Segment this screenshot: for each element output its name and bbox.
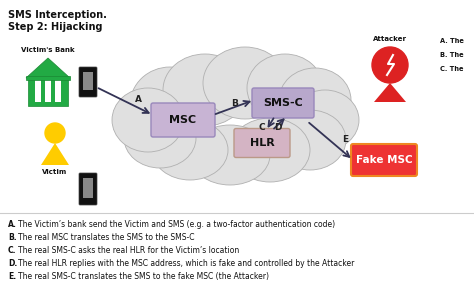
Ellipse shape: [124, 108, 196, 168]
Bar: [83, 178, 93, 198]
Text: C. The: C. The: [440, 66, 464, 72]
Ellipse shape: [230, 118, 310, 182]
Bar: [83, 72, 93, 90]
FancyBboxPatch shape: [252, 88, 314, 118]
Circle shape: [45, 123, 65, 143]
Text: B. The: B. The: [440, 52, 464, 58]
Ellipse shape: [247, 54, 323, 122]
Text: Fake MSC: Fake MSC: [356, 155, 412, 165]
Text: Step 2: Hijacking: Step 2: Hijacking: [8, 22, 102, 32]
Ellipse shape: [163, 54, 247, 126]
Ellipse shape: [190, 125, 270, 185]
Bar: [55, 80, 61, 102]
Text: The real HLR replies with the MSC address, which is fake and controlled by the A: The real HLR replies with the MSC addres…: [18, 259, 355, 268]
Text: The real SMS-C asks the real HLR for the Victim’s location: The real SMS-C asks the real HLR for the…: [18, 246, 239, 255]
Text: A.: A.: [8, 220, 17, 229]
Text: The real SMS-C translates the SMS to the fake MSC (the Attacker): The real SMS-C translates the SMS to the…: [18, 272, 269, 281]
Ellipse shape: [279, 68, 351, 132]
Text: MSC: MSC: [169, 115, 197, 125]
Text: D.: D.: [8, 259, 17, 268]
Text: B.: B.: [8, 233, 17, 242]
Text: SMS-C: SMS-C: [263, 98, 303, 108]
Ellipse shape: [291, 90, 359, 150]
Text: E.: E.: [8, 272, 16, 281]
Text: SMS Interception.: SMS Interception.: [8, 10, 107, 20]
Text: C: C: [259, 122, 265, 132]
FancyBboxPatch shape: [234, 128, 290, 158]
Text: Victim's Bank: Victim's Bank: [21, 47, 75, 53]
Bar: [35, 80, 41, 102]
Bar: [26, 76, 70, 80]
Polygon shape: [374, 83, 406, 102]
Bar: [45, 80, 51, 102]
Ellipse shape: [112, 88, 184, 152]
Ellipse shape: [274, 110, 346, 170]
Text: C.: C.: [8, 246, 17, 255]
Ellipse shape: [203, 47, 287, 119]
Text: B: B: [232, 98, 238, 108]
Bar: [28, 78, 68, 106]
Text: A. The: A. The: [440, 38, 464, 44]
FancyBboxPatch shape: [151, 103, 215, 137]
Text: A: A: [135, 95, 142, 105]
Text: The real MSC translates the SMS to the SMS-C: The real MSC translates the SMS to the S…: [18, 233, 194, 242]
Text: Attacker: Attacker: [373, 36, 407, 42]
Circle shape: [372, 47, 408, 83]
Ellipse shape: [152, 120, 228, 180]
Text: The Victim’s bank send the Victim and SMS (e.g. a two-factor authentication code: The Victim’s bank send the Victim and SM…: [18, 220, 335, 229]
Polygon shape: [26, 58, 70, 78]
Text: Victim: Victim: [42, 169, 68, 175]
Polygon shape: [41, 143, 69, 165]
Text: E: E: [342, 135, 348, 145]
Text: D: D: [274, 122, 282, 132]
Ellipse shape: [130, 67, 210, 143]
FancyBboxPatch shape: [79, 173, 97, 205]
FancyBboxPatch shape: [79, 67, 97, 97]
Text: HLR: HLR: [250, 138, 274, 148]
FancyBboxPatch shape: [351, 144, 417, 176]
